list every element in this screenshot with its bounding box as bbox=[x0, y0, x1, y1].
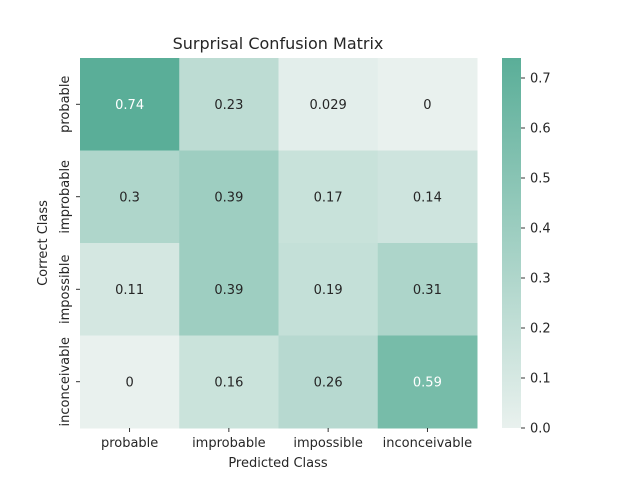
x-tick-label: probable bbox=[101, 436, 158, 451]
cell-value-label: 0.26 bbox=[314, 375, 343, 390]
y-axis-label: Correct Class bbox=[36, 200, 51, 286]
colorbar-tick-label: 0.7 bbox=[530, 72, 551, 87]
x-tick-label: inconceivable bbox=[383, 436, 472, 451]
heatmap-cell bbox=[179, 243, 279, 336]
cell-value-label: 0.3 bbox=[119, 190, 140, 205]
cell-value-label: 0.39 bbox=[214, 283, 243, 298]
colorbar-tick-label: 0.6 bbox=[530, 122, 551, 137]
y-tick-label: impossible bbox=[58, 254, 73, 324]
colorbar-tick-label: 0.4 bbox=[530, 222, 551, 237]
x-axis-ticks: probable improbable impossible inconceivabl… bbox=[101, 428, 472, 451]
cell-value-label: 0.14 bbox=[413, 190, 442, 205]
heatmap-cell bbox=[80, 243, 180, 336]
cell-value-label: 0.11 bbox=[115, 283, 144, 298]
heatmap-cell bbox=[377, 335, 478, 429]
heatmap-cell-labels: 0.74 0.23 0.029 0 0.3 0.39 0.17 0.14 0.11 0.39 0.1… bbox=[115, 98, 442, 391]
heatmap-cell bbox=[377, 150, 478, 244]
heatmap-cells bbox=[80, 58, 478, 429]
heatmap-cell bbox=[377, 58, 478, 151]
cell-value-label: 0.17 bbox=[314, 190, 343, 205]
cell-value-label: 0.74 bbox=[115, 98, 144, 113]
cell-value-label: 0.31 bbox=[413, 283, 442, 298]
colorbar-tick-label: 0.5 bbox=[530, 172, 551, 187]
chart-title: Surprisal Confusion Matrix bbox=[173, 34, 384, 53]
cell-value-label: 0 bbox=[125, 375, 133, 390]
cell-value-label: 0.029 bbox=[310, 98, 347, 113]
colorbar-tick-label: 0.1 bbox=[530, 372, 551, 387]
y-tick-label: probable bbox=[58, 76, 73, 133]
y-tick-label: inconceivable bbox=[58, 337, 73, 426]
colorbar bbox=[502, 58, 521, 428]
y-tick-label: improbable bbox=[58, 160, 73, 234]
heatmap-cell bbox=[278, 243, 379, 336]
x-tick-label: improbable bbox=[192, 436, 266, 451]
x-axis-label: Predicted Class bbox=[228, 456, 328, 471]
heatmap-cell bbox=[80, 335, 180, 429]
heatmap-cell bbox=[80, 58, 180, 151]
colorbar-tick-label: 0.3 bbox=[530, 272, 551, 287]
cell-value-label: 0 bbox=[423, 98, 431, 113]
heatmap-cell bbox=[278, 58, 379, 151]
y-axis-ticks: probable improbable impossible inconceivabl… bbox=[58, 76, 80, 426]
heatmap-cell bbox=[278, 335, 379, 429]
colorbar-ticks: 0.0 0.1 0.2 0.3 0.4 0.5 0.6 0.7 bbox=[521, 72, 551, 437]
heatmap-cell bbox=[179, 58, 279, 151]
heatmap-cell bbox=[377, 243, 478, 336]
cell-value-label: 0.39 bbox=[214, 190, 243, 205]
cell-value-label: 0.19 bbox=[314, 283, 343, 298]
cell-value-label: 0.23 bbox=[214, 98, 243, 113]
x-tick-label: impossible bbox=[293, 436, 363, 451]
heatmap-cell bbox=[179, 335, 279, 429]
colorbar-tick-label: 0.0 bbox=[530, 422, 551, 437]
cell-value-label: 0.16 bbox=[214, 375, 243, 390]
colorbar-tick-label: 0.2 bbox=[530, 322, 551, 337]
cell-value-label: 0.59 bbox=[413, 375, 442, 390]
heatmap-cell bbox=[80, 150, 180, 244]
heatmap-cell bbox=[179, 150, 279, 244]
heatmap-cell bbox=[278, 150, 379, 244]
